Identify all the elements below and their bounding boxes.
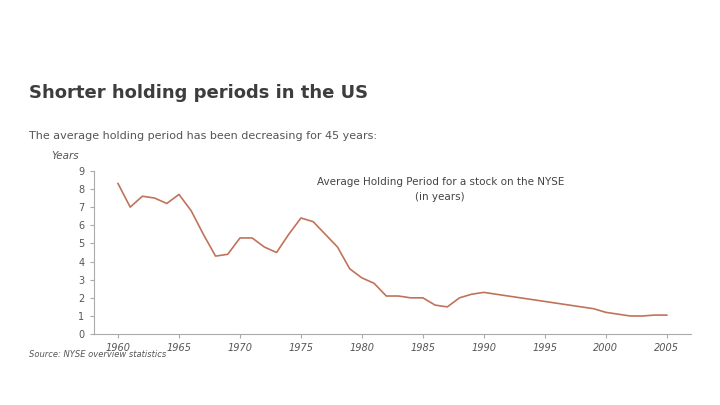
Text: Source: NYSE overview statistics: Source: NYSE overview statistics	[29, 350, 166, 359]
Text: Years: Years	[52, 151, 79, 161]
Text: (in years): (in years)	[415, 192, 465, 202]
Text: Shorter holding periods in the US: Shorter holding periods in the US	[29, 84, 368, 102]
Text: Average Holding Period for a stock on the NYSE: Average Holding Period for a stock on th…	[317, 177, 564, 188]
Text: The average holding period has been decreasing for 45 years:: The average holding period has been decr…	[29, 131, 377, 141]
